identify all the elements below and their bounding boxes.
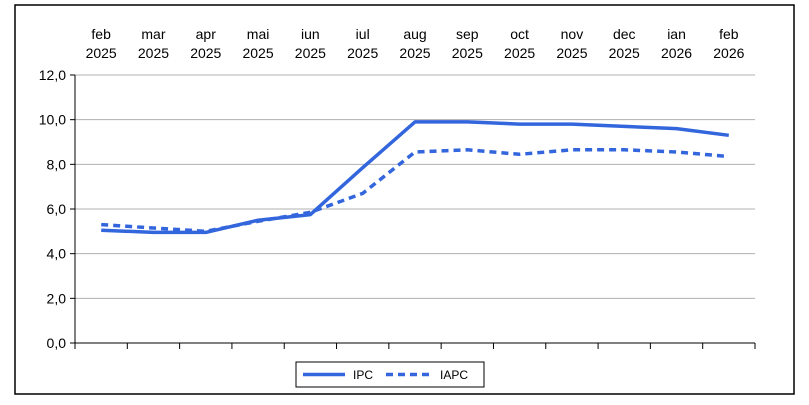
x-tick-label-year: 2025 — [138, 45, 169, 61]
y-tick-label: 0,0 — [47, 335, 67, 351]
x-tick-label-month: iul — [356, 26, 370, 42]
x-tick-label-year: 2025 — [295, 45, 326, 61]
x-tick-label-month: sep — [456, 26, 479, 42]
x-tick-label-year: 2025 — [190, 45, 221, 61]
x-tick-label-year: 2025 — [86, 45, 117, 61]
x-tick-label-month: iun — [301, 26, 320, 42]
x-tick-label-month: mai — [247, 26, 270, 42]
y-axis-labels: 0,0 2,0 4,0 6,0 8,0 10,0 12,0 — [39, 67, 66, 351]
y-tick-label: 2,0 — [47, 290, 67, 306]
x-tick-label-month: aug — [403, 26, 426, 42]
y-tick-label: 8,0 — [47, 156, 67, 172]
x-tick-label-month: mar — [141, 26, 165, 42]
series-line-iapc — [101, 148, 729, 234]
x-tick-label-month: oct — [510, 26, 529, 42]
legend: IPC IAPC — [295, 361, 485, 388]
series-line-ipc — [101, 120, 730, 235]
x-tick-label-year: 2025 — [556, 45, 587, 61]
y-tick-label: 10,0 — [39, 112, 66, 128]
y-tick-label: 6,0 — [47, 201, 67, 217]
x-tick-label-month: ian — [667, 26, 686, 42]
legend-label-iapc: IAPC — [440, 368, 468, 382]
gridlines — [75, 74, 755, 299]
x-tick-label-month: feb — [719, 26, 739, 42]
y-tick-label: 12,0 — [39, 67, 66, 83]
x-tick-label-year: 2025 — [504, 45, 535, 61]
x-tick-label-year: 2025 — [242, 45, 273, 61]
x-tick-label-year: 2025 — [452, 45, 483, 61]
y-tick-label: 4,0 — [47, 246, 67, 262]
series-lines — [101, 120, 730, 235]
x-tick-label-year: 2025 — [399, 45, 430, 61]
x-tick-label-year: 2026 — [713, 45, 744, 61]
x-tick-label-month: nov — [561, 26, 584, 42]
x-tick-label-year: 2025 — [347, 45, 378, 61]
x-tick-label-month: apr — [196, 26, 217, 42]
x-tick-label-year: 2026 — [661, 45, 692, 61]
chart-border — [14, 4, 795, 395]
x-tick-label-month: feb — [91, 26, 111, 42]
legend-label-ipc: IPC — [353, 368, 373, 382]
x-axis-labels: feb 2025 mar 2025 apr 2025 mai 2025 iun 2025 iul 20… — [86, 26, 745, 61]
x-tick-label-year: 2025 — [609, 45, 640, 61]
x-tick-label-month: dec — [613, 26, 636, 42]
axes — [70, 74, 756, 349]
